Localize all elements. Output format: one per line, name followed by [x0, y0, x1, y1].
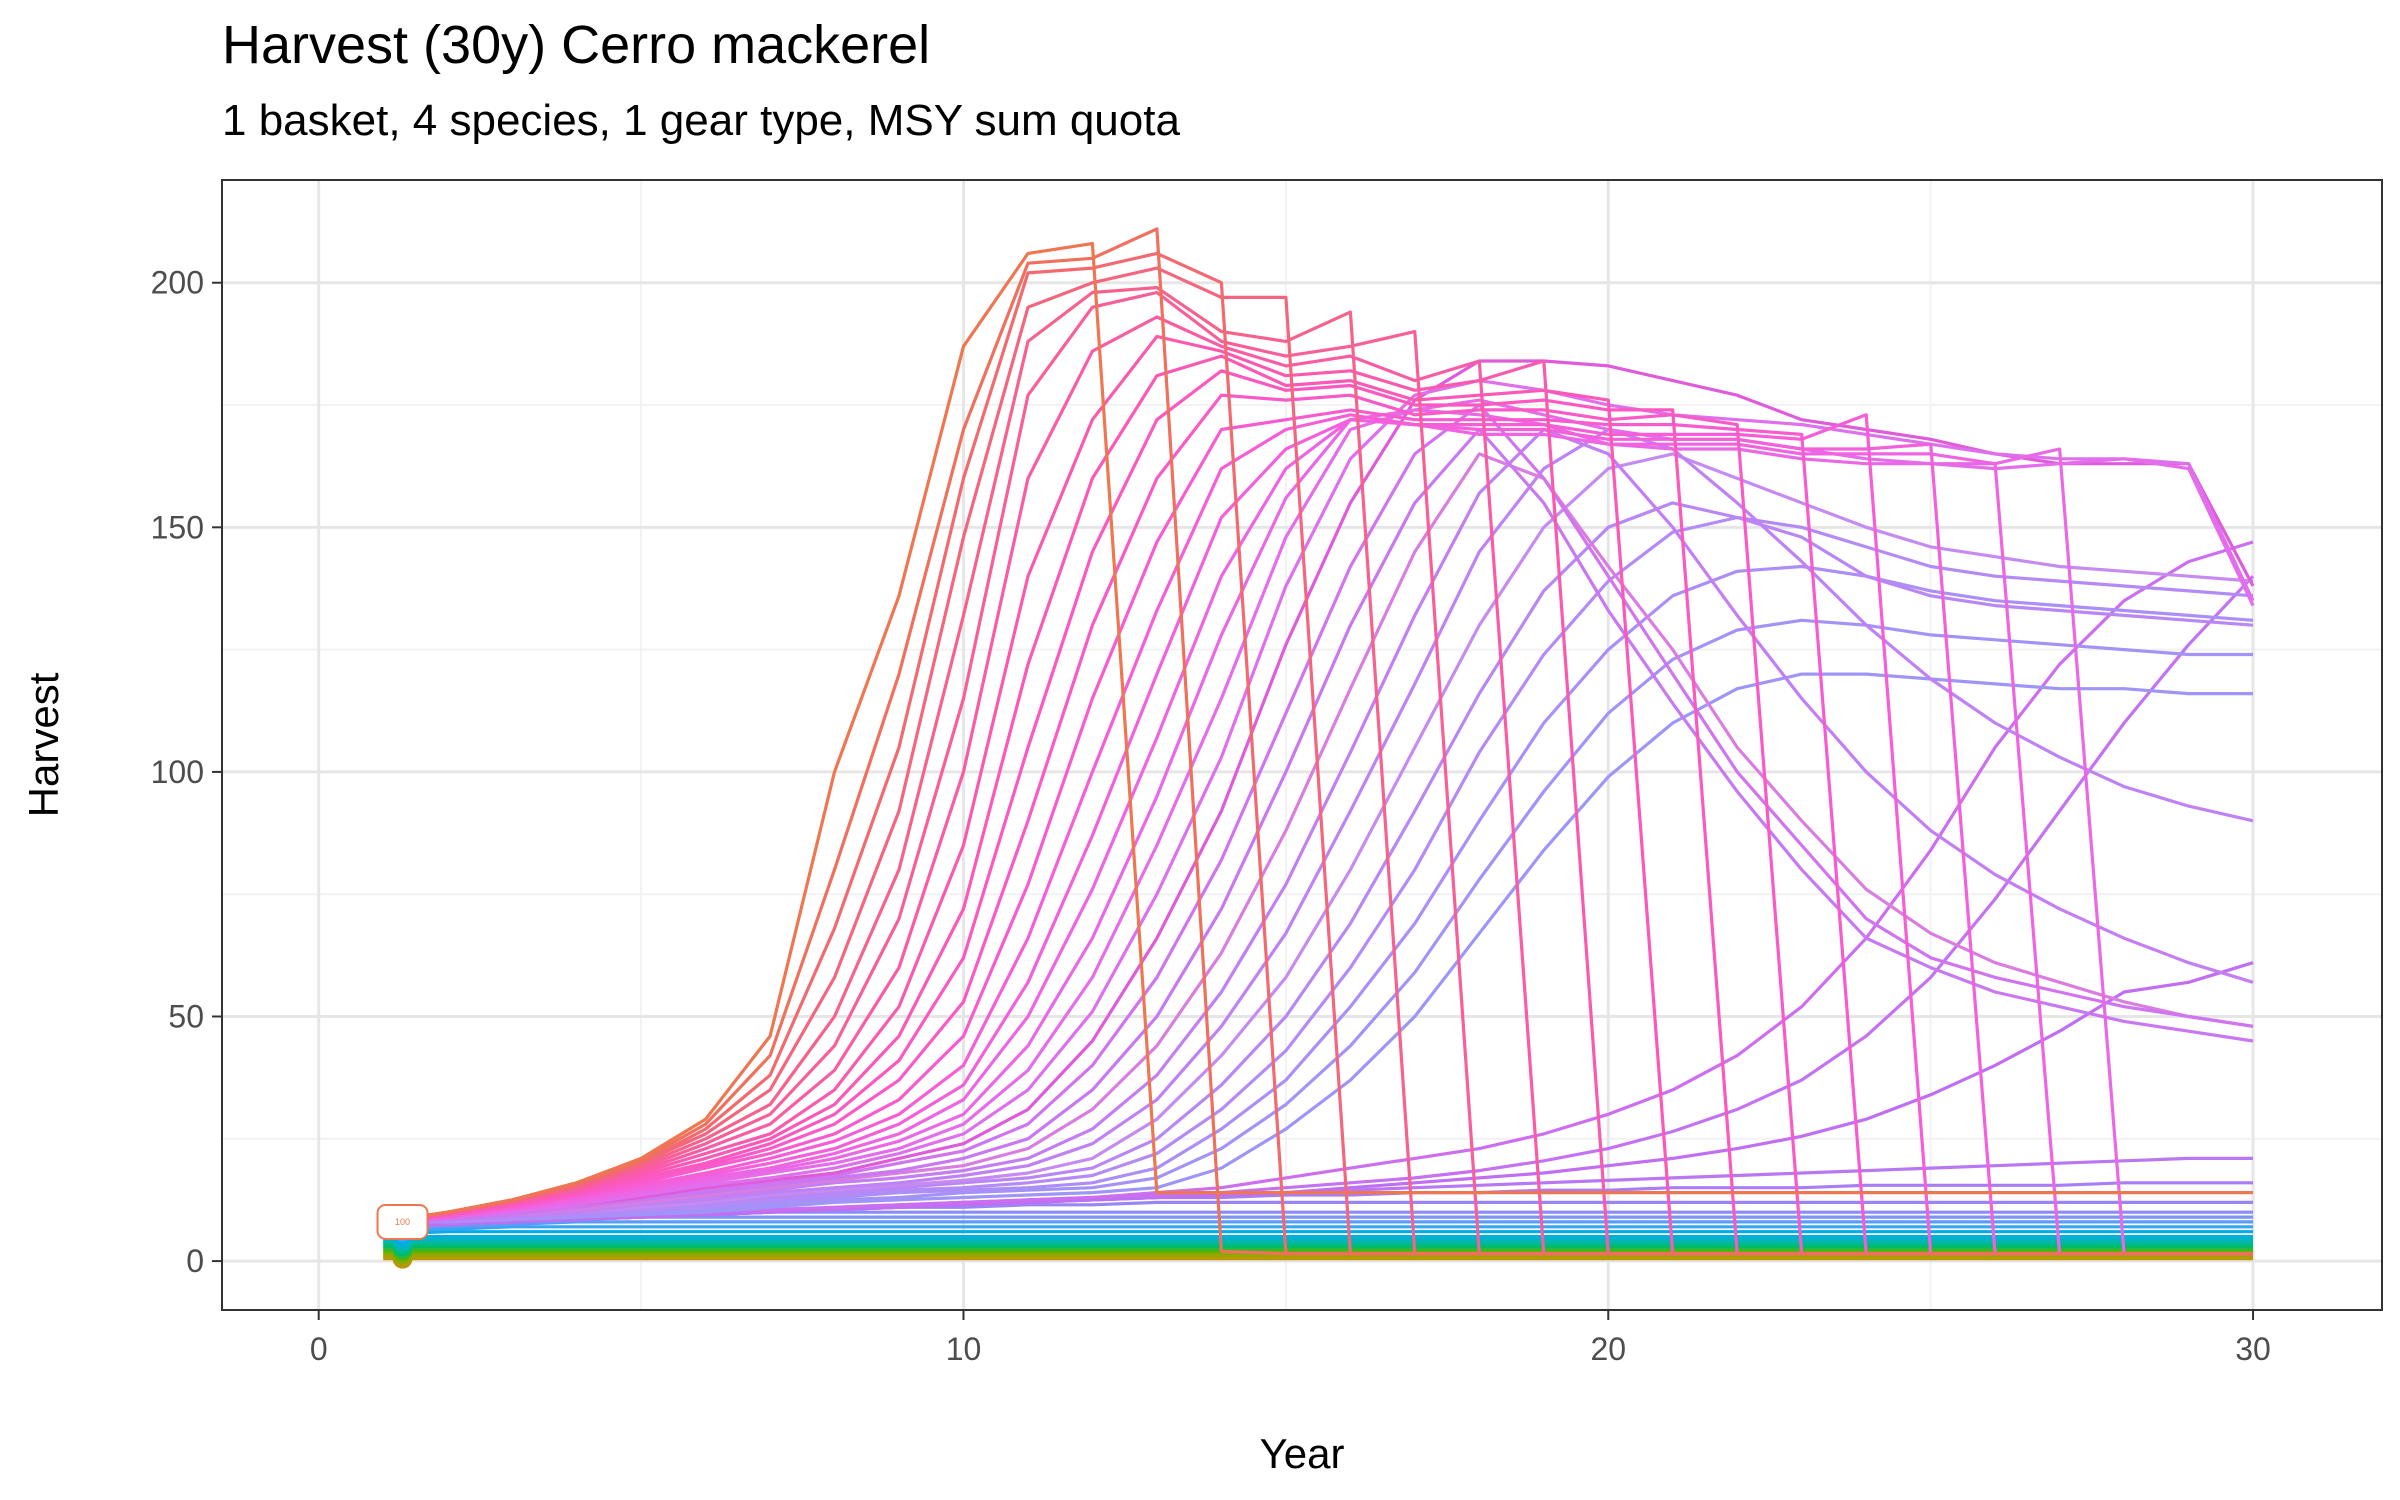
y-tick-label: 100 [151, 754, 204, 790]
series-line [383, 618, 2253, 1224]
series-end-markers: 100 [376, 1203, 429, 1269]
series-line [383, 672, 2253, 1224]
series-line [383, 540, 2254, 1224]
series-line [383, 413, 2253, 1256]
x-axis: 0 10 20 30 [310, 1310, 2271, 1367]
series-lines [382, 227, 2255, 1261]
series-line [383, 452, 2254, 1224]
series-line [383, 1225, 2253, 1234]
x-tick-label: 20 [1590, 1331, 1626, 1367]
series-line [383, 452, 2254, 1224]
y-axis-title: Harvest [20, 672, 67, 817]
series-line [383, 427, 2254, 1224]
minor-gridlines [222, 180, 2382, 1310]
series-line [383, 403, 2254, 1224]
series-line [383, 408, 2253, 1256]
x-tick-label: 0 [310, 1331, 328, 1367]
chart-title: Harvest (30y) Cerro mackerel [222, 15, 931, 75]
chart-subtitle: 1 basket, 4 species, 1 gear type, MSY su… [222, 96, 1180, 145]
series-line [383, 408, 2253, 1256]
series-line [383, 354, 2253, 1256]
series-line [383, 501, 2254, 1224]
series-line [383, 575, 2255, 1224]
series-line [383, 379, 2255, 1224]
series-line [383, 359, 2255, 1224]
y-tick-label: 0 [186, 1243, 204, 1279]
series-line [383, 427, 2254, 1224]
series-line [383, 369, 2253, 1256]
x-tick-label: 10 [946, 1331, 982, 1367]
series-line [383, 1230, 2253, 1236]
series-line [383, 427, 2254, 1224]
series-line [383, 961, 2254, 1229]
y-tick-label: 150 [151, 509, 204, 545]
x-tick-label: 30 [2235, 1331, 2271, 1367]
y-tick-label: 200 [151, 265, 204, 301]
series-line [382, 227, 2253, 1256]
series-label-text: 100 [395, 1217, 410, 1227]
series-line [383, 418, 2253, 1256]
series-line [383, 1215, 2253, 1229]
series-line [383, 1220, 2253, 1231]
y-tick-label: 50 [168, 998, 204, 1034]
series-line [382, 242, 2253, 1224]
y-axis: 0 50 100 150 200 [151, 265, 222, 1279]
x-axis-title: Year [1260, 1430, 1345, 1477]
series-label-box [376, 1203, 429, 1240]
plot-panel-border [221, 179, 2383, 1311]
major-gridlines [222, 180, 2382, 1310]
series-line [383, 418, 2253, 1256]
